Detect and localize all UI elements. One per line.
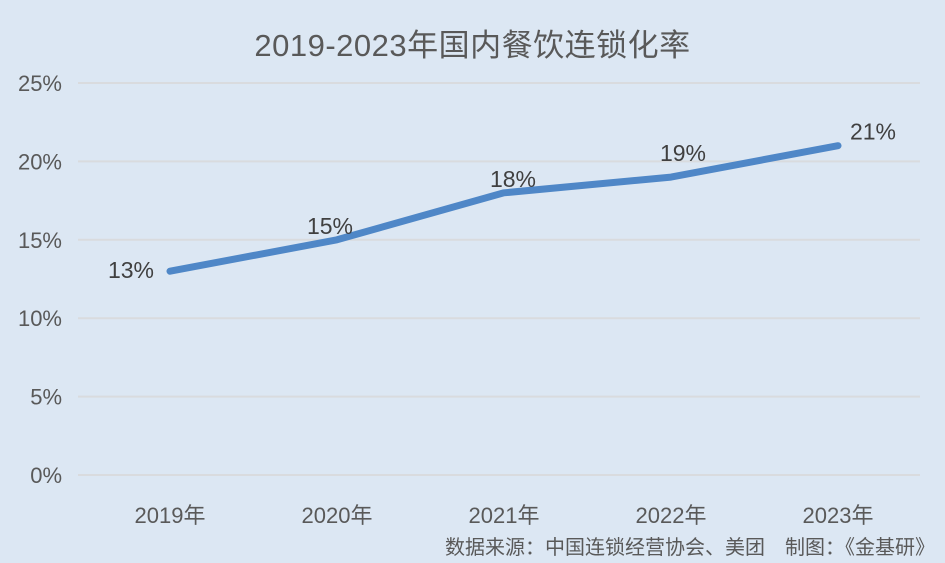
y-tick-label: 25% bbox=[18, 71, 62, 96]
x-tick-label: 2023年 bbox=[803, 503, 874, 528]
x-tick-label: 2020年 bbox=[302, 503, 373, 528]
data-label: 19% bbox=[660, 140, 706, 166]
data-label: 15% bbox=[307, 213, 353, 239]
source-note: 数据来源：中国连锁经营协会、美团 制图：《金基研》 bbox=[445, 537, 935, 559]
chart-title: 2019-2023年国内餐饮连锁化率 bbox=[254, 28, 691, 63]
x-tick-label: 2021年 bbox=[469, 503, 540, 528]
gridlines-group bbox=[78, 82, 920, 476]
series-group bbox=[166, 142, 842, 275]
y-tick-label: 15% bbox=[18, 228, 62, 253]
y-tick-label: 10% bbox=[18, 306, 62, 331]
data-labels-group: 13% 15% 18% 19% 21% bbox=[108, 119, 896, 284]
y-tick-label: 0% bbox=[30, 463, 62, 488]
data-label: 21% bbox=[850, 119, 896, 145]
x-tick-label: 2022年 bbox=[636, 503, 707, 528]
data-label: 13% bbox=[108, 257, 154, 283]
y-tick-label: 5% bbox=[30, 385, 62, 410]
y-tick-label: 20% bbox=[18, 149, 62, 174]
chain-rate-line bbox=[166, 142, 842, 275]
axis-labels-group: 0% 5% 10% 15% 20% 25% 2019年 2020年 2021年 2022年 2023… bbox=[18, 71, 874, 528]
x-tick-label: 2019年 bbox=[135, 503, 206, 528]
data-label: 18% bbox=[490, 166, 536, 192]
